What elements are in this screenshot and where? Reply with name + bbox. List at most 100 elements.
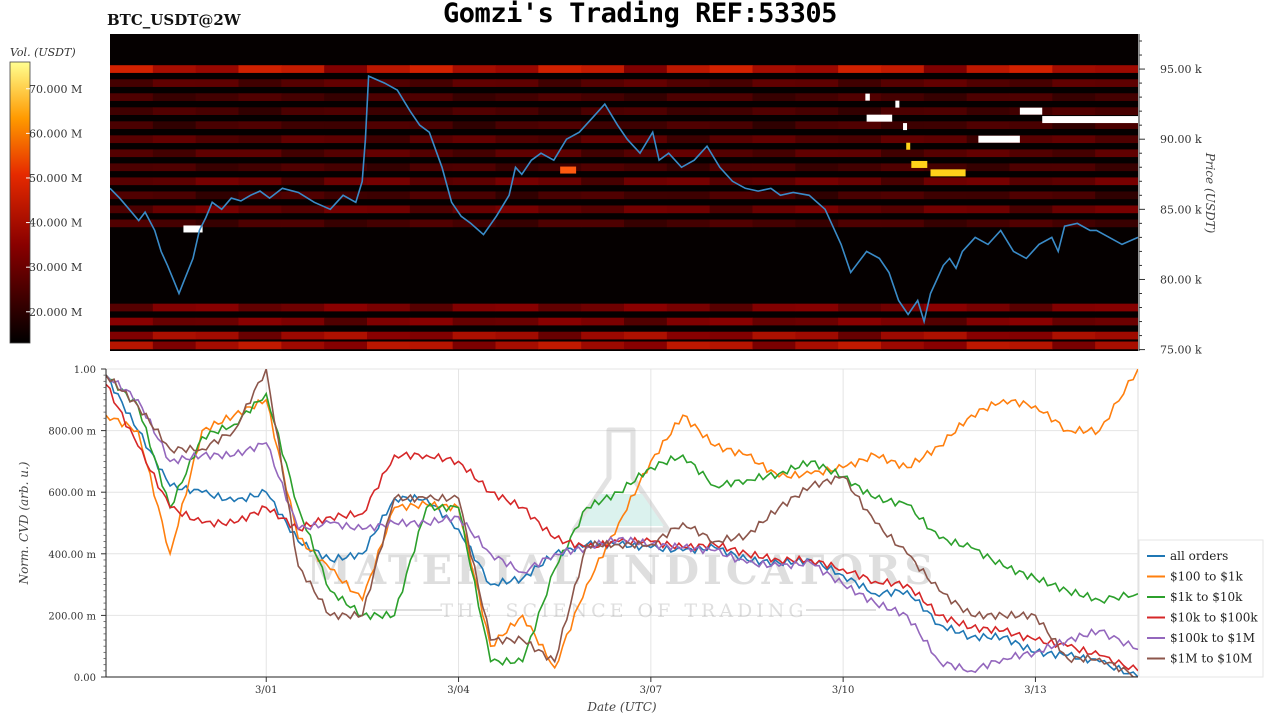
heatmap-band-cell — [923, 219, 968, 228]
heatmap-band-cell — [324, 177, 368, 186]
cvd-x-tick-label: 3/13 — [1024, 685, 1046, 696]
legend-items: all orders $100 to $1k $1k to $10k $10k to … — [1147, 549, 1258, 666]
colorbar-label: Vol. (USDT) — [10, 46, 76, 59]
heatmap-band-cell — [752, 177, 796, 186]
heatmap-band-cell — [966, 317, 1010, 326]
heatmap-band-cell — [581, 107, 625, 116]
heatmap-band-cell — [795, 177, 839, 186]
heatmap-band-cell — [1095, 205, 1138, 214]
heatmap-band-cell — [966, 149, 1010, 158]
heatmap-band-cell — [881, 149, 925, 158]
heatmap-band-cell — [838, 121, 882, 130]
heatmap-band-cell — [538, 65, 582, 73]
colorbar-ticks: 20.000 M 30.000 M 40.000 M 50.000 M 60.000 M… — [26, 83, 82, 319]
heatmap-band-cell — [110, 205, 154, 214]
heatmap-band-cell — [152, 121, 197, 130]
heatmap-band-cell — [495, 163, 539, 172]
heatmap-band-cell — [1095, 303, 1138, 312]
heatmap-band-cell — [666, 317, 711, 326]
heatmap-band-cell — [1052, 135, 1096, 144]
heatmap-bands — [110, 65, 1138, 350]
heatmap-band-cell — [966, 177, 1010, 186]
heatmap-band-cell — [409, 79, 454, 87]
heatmap-band-cell — [838, 205, 882, 214]
heatmap-band-cell — [666, 107, 711, 116]
heatmap-band-cell — [709, 79, 753, 87]
price-axis-label: Price (USDT) — [1203, 152, 1217, 234]
price-tick-label: 75.00 k — [1160, 344, 1202, 357]
heatmap-band-cell — [923, 163, 968, 172]
price-tick-label: 95.00 k — [1160, 63, 1202, 76]
heatmap-band-cell — [1052, 331, 1096, 340]
price-axis-ticks: 75.00 k 80.00 k 85.00 k 90.00 k 95.00 k — [1139, 40, 1202, 357]
heatmap-band-cell — [152, 219, 197, 228]
heatmap-band-cell — [495, 177, 539, 186]
heatmap-band-cell — [966, 107, 1010, 116]
heatmap-band-cell — [324, 219, 368, 228]
heatmap-band-cell — [238, 149, 282, 158]
price-tick-label: 90.00 k — [1160, 133, 1202, 146]
heatmap-band-cell — [367, 149, 411, 158]
legend-box — [1138, 539, 1264, 678]
cvd-x-tick-label: 3/10 — [832, 685, 854, 696]
heatmap-band-cell — [752, 163, 796, 172]
heatmap-band-cell — [752, 191, 796, 200]
heatmap-band-cell — [881, 219, 925, 228]
heatmap-band-cell — [881, 93, 925, 101]
heatmap-band-cell — [838, 341, 882, 350]
heatmap-band-cell — [923, 303, 968, 312]
heatmap-band-cell — [538, 79, 582, 87]
heatmap-band-cell — [238, 331, 282, 340]
heatmap-band-cell — [795, 93, 839, 101]
heatmap-band-cell — [281, 219, 325, 228]
heatmap-band-cell — [538, 331, 582, 340]
watermark-tagline: THE SCIENCE OF TRADING — [440, 600, 807, 622]
heatmap-band-cell — [1052, 65, 1096, 73]
heatmap-band-cell — [238, 191, 282, 200]
heatmap-hot-spot — [865, 93, 870, 101]
heatmap-band-cell — [152, 177, 197, 186]
heatmap-band-cell — [452, 65, 496, 73]
heatmap-band-cell — [666, 191, 711, 200]
heatmap-band-cell — [367, 121, 411, 130]
heatmap-band-cell — [495, 317, 539, 326]
heatmap-band-cell — [1095, 65, 1138, 73]
cvd-panel: MATERIAL INDICATORS THE SCIENCE OF TRADI… — [17, 365, 1264, 714]
heatmap-panel: 75.00 k 80.00 k 85.00 k 90.00 k 95.00 k Pric… — [110, 34, 1217, 357]
heatmap-band-cell — [495, 135, 539, 144]
heatmap-band-cell — [624, 107, 668, 116]
colorbar-gradient — [9, 61, 31, 344]
heatmap-band-cell — [923, 149, 968, 158]
heatmap-band-cell — [1009, 93, 1053, 101]
heatmap-band-cell — [795, 317, 839, 326]
heatmap-band-cell — [1095, 219, 1138, 228]
heatmap-band-cell — [495, 93, 539, 101]
heatmap-band-cell — [409, 93, 454, 101]
cvd-y-axis-label: Norm. CVD (arb. u.) — [17, 461, 31, 585]
heatmap-band-cell — [966, 163, 1010, 172]
heatmap-hot-spot — [930, 169, 966, 177]
heatmap-band-cell — [367, 93, 411, 101]
heatmap-band-cell — [709, 121, 753, 130]
heatmap-band-cell — [966, 93, 1010, 101]
heatmap-band-cell — [281, 331, 325, 340]
heatmap-band-cell — [367, 341, 411, 350]
heatmap-band-cell — [281, 121, 325, 130]
heatmap-band-cell — [581, 191, 625, 200]
heatmap-band-cell — [495, 121, 539, 130]
heatmap-band-cell — [452, 79, 496, 87]
heatmap-band-cell — [324, 107, 368, 116]
heatmap-band-cell — [1009, 317, 1053, 326]
heatmap-band-cell — [152, 303, 197, 312]
heatmap-band-cell — [538, 149, 582, 158]
heatmap-band-cell — [152, 163, 197, 172]
heatmap-band-cell — [538, 121, 582, 130]
cvd-series-lines — [106, 369, 1138, 677]
heatmap-band-cell — [409, 191, 454, 200]
heatmap-band-cell — [923, 107, 968, 116]
heatmap-band-cell — [281, 303, 325, 312]
heatmap-band-cell — [966, 79, 1010, 87]
heatmap-band-cell — [923, 79, 968, 87]
heatmap-band-cell — [881, 205, 925, 214]
heatmap-band-cell — [538, 177, 582, 186]
